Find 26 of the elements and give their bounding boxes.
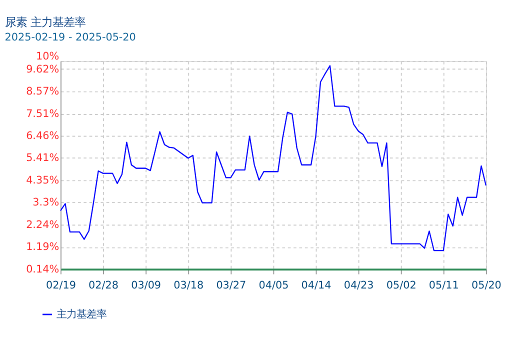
x-tick-label: 05/20 (471, 279, 502, 292)
x-tick-label: 03/18 (174, 279, 204, 292)
x-tick-label: 04/23 (344, 279, 374, 292)
y-tick-label: 9.62% (26, 63, 60, 76)
y-tick-label: 5.41% (26, 152, 60, 164)
y-tick-label: 3.3% (32, 196, 60, 209)
y-tick-label: 8.57% (26, 86, 60, 98)
x-tick-label: 04/05 (258, 279, 289, 292)
x-tick-label: 04/14 (301, 279, 332, 292)
y-tick-label: 1.19% (26, 241, 60, 254)
x-tick-label: 03/09 (131, 279, 162, 292)
legend-label: 主力基差率 (56, 308, 107, 320)
line-series (60, 65, 487, 252)
y-tick-label: 6.46% (26, 130, 60, 142)
x-tick-label: 02/28 (88, 279, 119, 292)
y-tick-label: 10% (36, 50, 60, 63)
x-tick-label: 05/02 (386, 279, 416, 292)
y-tick-label: 0.14% (26, 263, 60, 276)
y-tick-label: 7.51% (26, 108, 60, 120)
chart-subtitle: 2025-02-19 - 2025-05-20 (4, 31, 136, 44)
x-tick-label: 02/19 (46, 279, 76, 292)
y-tick-label: 4.35% (26, 174, 60, 187)
x-tick-label: 05/11 (428, 279, 459, 292)
y-tick-label: 2.24% (26, 219, 60, 232)
x-tick-label: 03/27 (216, 279, 246, 292)
chart-title: 尿素 主力基差率 (4, 15, 86, 30)
